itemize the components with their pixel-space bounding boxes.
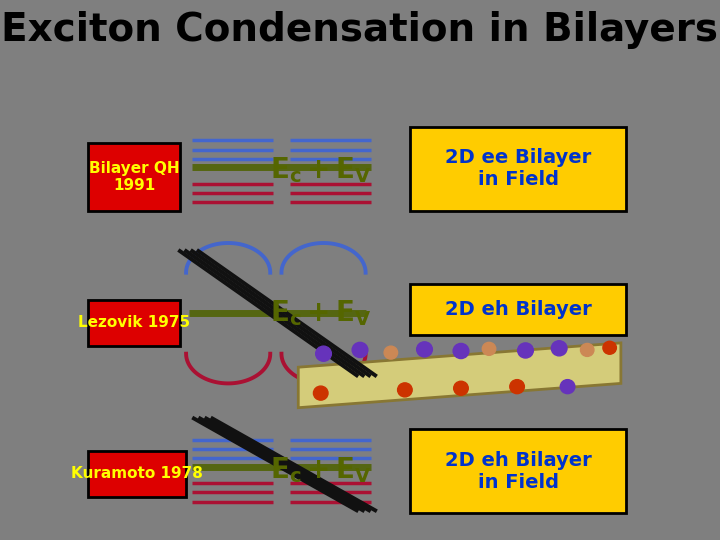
Circle shape [580, 343, 594, 356]
Circle shape [518, 343, 534, 358]
Circle shape [453, 343, 469, 359]
Text: Bilayer QH
1991: Bilayer QH 1991 [89, 161, 179, 193]
FancyBboxPatch shape [88, 300, 181, 346]
Text: Kuramoto 1978: Kuramoto 1978 [71, 467, 203, 481]
Text: Exciton Condensation in Bilayers: Exciton Condensation in Bilayers [1, 11, 719, 49]
Circle shape [397, 383, 412, 397]
Circle shape [315, 346, 331, 361]
Circle shape [560, 380, 575, 394]
FancyBboxPatch shape [88, 143, 181, 211]
Polygon shape [298, 343, 621, 408]
FancyBboxPatch shape [410, 284, 626, 335]
Text: $\mathbf{E_c + E_V}$: $\mathbf{E_c + E_V}$ [270, 155, 372, 185]
FancyBboxPatch shape [410, 127, 626, 211]
Circle shape [603, 341, 616, 354]
Circle shape [352, 342, 368, 357]
Text: $\mathbf{E_c + E_V}$: $\mathbf{E_c + E_V}$ [270, 455, 372, 485]
Polygon shape [290, 348, 626, 402]
Text: 2D eh Bilayer
in Field: 2D eh Bilayer in Field [445, 451, 592, 491]
Text: Lezovik 1975: Lezovik 1975 [78, 315, 190, 330]
Circle shape [454, 381, 468, 395]
FancyBboxPatch shape [410, 429, 626, 513]
Text: 2D eh Bilayer: 2D eh Bilayer [445, 300, 592, 319]
Circle shape [313, 386, 328, 400]
Circle shape [417, 342, 433, 357]
Circle shape [384, 346, 397, 359]
Text: 2D ee Bilayer
in Field: 2D ee Bilayer in Field [446, 148, 592, 189]
Circle shape [510, 380, 524, 394]
FancyBboxPatch shape [88, 451, 186, 497]
Text: $\mathbf{E_c + E_V}$: $\mathbf{E_c + E_V}$ [270, 298, 372, 328]
Circle shape [552, 341, 567, 356]
Circle shape [482, 342, 496, 355]
